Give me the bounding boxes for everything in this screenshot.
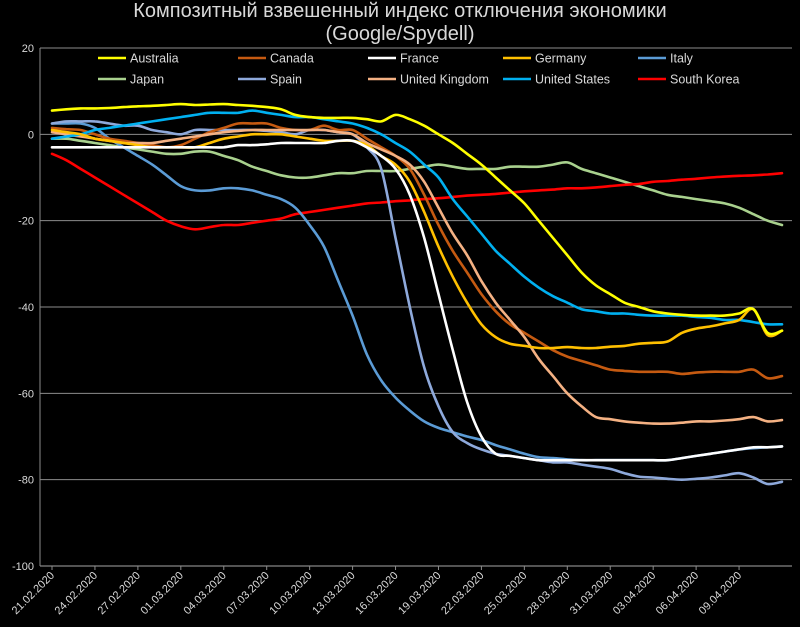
x-tick-label: 19.03.2020: [396, 570, 443, 617]
legend-label-spain: Spain: [270, 73, 302, 87]
x-tick-label: 03.04.2020: [611, 570, 658, 617]
x-tick-label: 01.03.2020: [139, 570, 186, 617]
x-tick-label: 27.02.2020: [96, 570, 143, 617]
series-line-australia: [50, 102, 784, 336]
legend-label-australia: Australia: [130, 52, 179, 66]
series-line-united-kingdom: [50, 128, 784, 425]
series-line-japan: [50, 137, 784, 227]
x-tick-label: 04.03.2020: [181, 570, 228, 617]
chart-subtitle: (Google/Spydell): [325, 23, 475, 45]
x-tick-label: 07.03.2020: [224, 570, 271, 617]
y-tick-label: -100: [12, 561, 34, 573]
series-line-france: [50, 138, 784, 462]
x-tick-label: 10.03.2020: [267, 570, 314, 617]
y-tick-label: 20: [22, 43, 34, 55]
y-tick-label: -40: [18, 302, 34, 314]
x-tick-label: 21.02.2020: [10, 570, 57, 617]
legend-label-italy: Italy: [670, 52, 694, 66]
x-tick-label: 22.03.2020: [439, 570, 486, 617]
series-line-spain: [50, 119, 784, 486]
chart-title-block: Композитный взвешенный индекс отключения…: [0, 0, 800, 46]
y-tick-label: -80: [18, 475, 34, 487]
legend: Australia Canada France Germany Italy Japan Sp…: [98, 52, 740, 87]
x-tick-label: 06.04.2020: [654, 570, 701, 617]
legend-label-canada: Canada: [270, 52, 314, 66]
x-tick-label: 24.02.2020: [53, 570, 100, 617]
x-tick-label: 31.03.2020: [568, 570, 615, 617]
series-line-south-korea: [50, 152, 784, 231]
grid-lines: [40, 47, 792, 567]
x-tick-label: 25.03.2020: [482, 570, 529, 617]
legend-label-south-korea: South Korea: [670, 73, 740, 87]
y-tick-label: 0: [28, 129, 34, 141]
x-tick-label: 13.03.2020: [310, 570, 357, 617]
y-tick-label: -20: [18, 216, 34, 228]
axes: 200-20-40-60-80-10021.02.202024.02.20202…: [10, 43, 744, 617]
legend-label-united-states: United States: [535, 73, 610, 87]
legend-label-japan: Japan: [130, 73, 164, 87]
legend-label-united-kingdom: United Kingdom: [400, 73, 489, 87]
series-line-united-states: [50, 109, 784, 326]
legend-label-france: France: [400, 52, 439, 66]
series-lines: [50, 102, 784, 486]
legend-label-germany: Germany: [535, 52, 587, 66]
x-tick-label: 28.03.2020: [525, 570, 572, 617]
y-tick-label: -60: [18, 388, 34, 400]
x-tick-label: 09.04.2020: [697, 570, 744, 617]
chart-title: Композитный взвешенный индекс отключения…: [133, 0, 667, 22]
x-tick-label: 16.03.2020: [353, 570, 400, 617]
